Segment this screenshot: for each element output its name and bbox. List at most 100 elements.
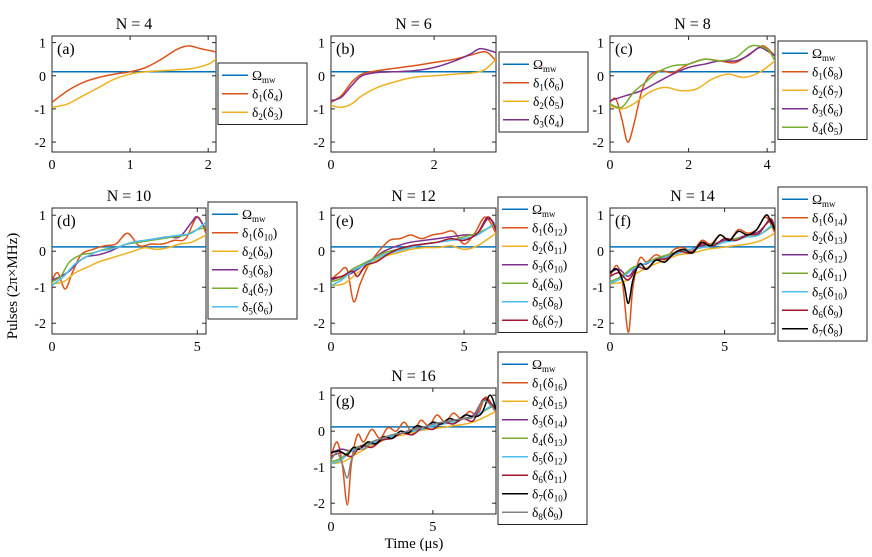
y-tick-label: 1 bbox=[597, 209, 604, 224]
series-line-1 bbox=[52, 45, 216, 103]
legend-entry: δ1(δ6) bbox=[533, 75, 564, 92]
axes-box bbox=[609, 35, 776, 153]
legend-entry: Ωmw bbox=[533, 57, 557, 74]
x-tick-label: 5 bbox=[721, 340, 728, 355]
y-tick-label: -2 bbox=[592, 317, 604, 332]
y-tick-label: -1 bbox=[313, 103, 325, 118]
series-line-4 bbox=[610, 44, 775, 109]
legend-box bbox=[777, 186, 868, 342]
legend-box bbox=[207, 201, 298, 320]
series-line-6 bbox=[331, 216, 496, 279]
axes-box bbox=[330, 35, 497, 153]
series-line-7 bbox=[610, 214, 775, 305]
series-line-2 bbox=[52, 58, 216, 109]
axes-box bbox=[51, 35, 217, 153]
x-tick-label: 1 bbox=[127, 158, 134, 173]
x-tick-label: 0 bbox=[328, 158, 335, 173]
series-line-5 bbox=[52, 221, 206, 286]
panel-label: (a) bbox=[57, 41, 75, 58]
series-line-1 bbox=[610, 216, 775, 333]
y-tick-label: 0 bbox=[318, 245, 325, 260]
legend-entry: δ3(δ10) bbox=[532, 257, 567, 274]
legend-entry: δ1(δ8) bbox=[812, 64, 843, 81]
y-tick-label: -2 bbox=[592, 136, 604, 151]
panel-title: N = 14 bbox=[670, 188, 715, 205]
y-tick-label: 1 bbox=[318, 389, 325, 404]
x-tick-label: 5 bbox=[194, 340, 201, 355]
panel-label: (f) bbox=[615, 213, 631, 230]
x-tick-label: 2 bbox=[431, 158, 438, 173]
legend-entry: δ1(δ10) bbox=[242, 225, 277, 242]
panel-title: N = 10 bbox=[107, 188, 152, 205]
y-tick-label: -1 bbox=[592, 281, 604, 296]
legend-entry: δ6(δ11) bbox=[532, 468, 567, 485]
series-group bbox=[610, 44, 775, 143]
legend-entry: δ5(δ6) bbox=[242, 299, 273, 316]
x-tick-label: 0 bbox=[49, 340, 56, 355]
legend-entry: δ2(δ15) bbox=[532, 394, 567, 411]
x-tick-label: 0 bbox=[607, 340, 614, 355]
y-tick-label: -1 bbox=[592, 103, 604, 118]
series-line-2 bbox=[331, 58, 496, 109]
legend-entry: Ωmw bbox=[812, 46, 836, 63]
series-line-3 bbox=[610, 46, 775, 102]
y-tick-label: 0 bbox=[39, 70, 46, 85]
legend-entry: δ5(δ10) bbox=[812, 284, 847, 301]
legend-entry: Ωmw bbox=[812, 192, 836, 209]
legend-entry: δ2(δ9) bbox=[242, 244, 273, 261]
series-line-5 bbox=[610, 221, 775, 285]
x-tick-label: 2 bbox=[205, 158, 212, 173]
y-tick-label: 0 bbox=[597, 70, 604, 85]
legend-entry: δ1(δ12) bbox=[532, 220, 567, 237]
series-line-1 bbox=[331, 216, 496, 303]
legend-box bbox=[498, 51, 589, 133]
legend-entry: δ4(δ5) bbox=[812, 120, 843, 137]
series-line-8 bbox=[331, 399, 496, 479]
legend-entry: δ4(δ13) bbox=[532, 431, 567, 448]
legend-entry: δ7(δ10) bbox=[532, 486, 567, 503]
series-group bbox=[52, 45, 216, 109]
y-tick-label: -1 bbox=[34, 281, 46, 296]
axes-box bbox=[609, 207, 776, 335]
legend-entry: Ωmw bbox=[252, 68, 276, 85]
y-tick-label: -2 bbox=[313, 497, 325, 512]
series-line-6 bbox=[331, 397, 496, 458]
legend-entry: δ7(δ8) bbox=[812, 321, 843, 338]
series-group bbox=[331, 47, 496, 109]
series-line-1 bbox=[52, 216, 206, 290]
legend-entry: δ6(δ7) bbox=[532, 313, 563, 330]
panel-title: N = 6 bbox=[395, 16, 432, 33]
legend-entry: δ1(δ16) bbox=[532, 375, 567, 392]
series-line-2 bbox=[331, 232, 496, 287]
y-tick-label: -1 bbox=[34, 103, 46, 118]
y-tick-label: 1 bbox=[597, 37, 604, 52]
y-tick-label: -1 bbox=[313, 461, 325, 476]
legend-entry: δ5(δ12) bbox=[532, 449, 567, 466]
panel-label: (c) bbox=[615, 41, 633, 58]
x-tick-label: 0 bbox=[328, 520, 335, 535]
y-tick-label: 1 bbox=[318, 209, 325, 224]
legend-entry: δ3(δ6) bbox=[812, 101, 843, 118]
legend-entry: δ4(δ7) bbox=[242, 281, 273, 298]
y-tick-label: -2 bbox=[34, 136, 46, 151]
legend-entry: Ωmw bbox=[532, 357, 556, 374]
y-tick-label: 1 bbox=[318, 37, 325, 52]
series-group bbox=[52, 216, 206, 290]
panel-title: N = 8 bbox=[674, 16, 711, 33]
x-tick-label: 2 bbox=[685, 158, 692, 173]
legend-entry: δ2(δ3) bbox=[252, 105, 283, 122]
panel-label: (d) bbox=[57, 213, 76, 230]
axes-box bbox=[330, 387, 497, 515]
panel-title: N = 16 bbox=[391, 368, 436, 385]
series-line-5 bbox=[331, 221, 496, 287]
panel-title: N = 4 bbox=[116, 16, 153, 33]
legend-entry: δ4(δ11) bbox=[812, 266, 847, 283]
y-tick-label: -1 bbox=[313, 281, 325, 296]
legend-entry: δ2(δ11) bbox=[532, 239, 567, 256]
